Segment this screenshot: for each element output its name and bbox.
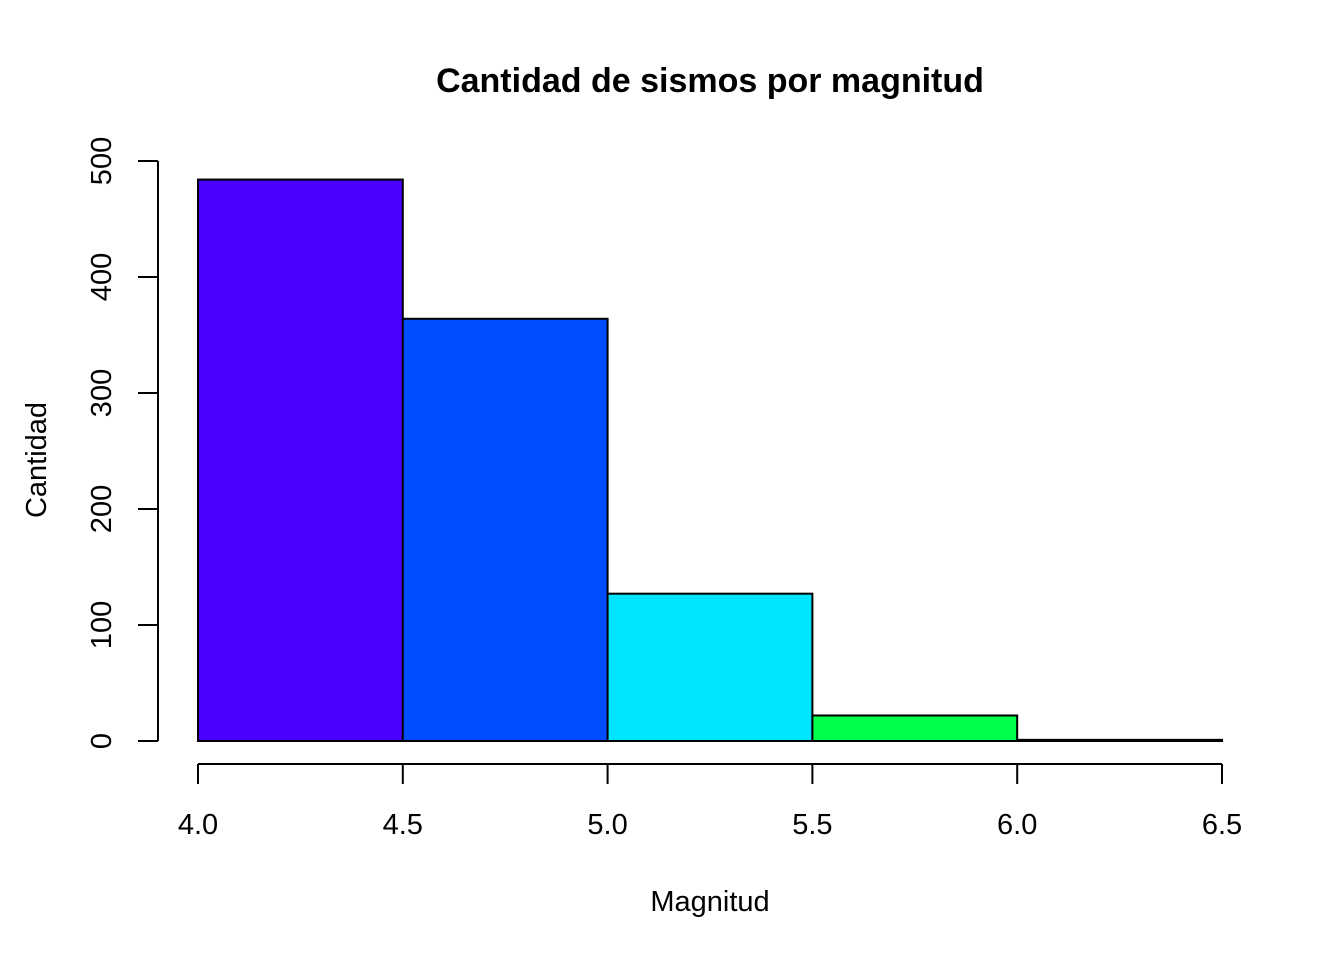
x-tick-label: 6.5: [1202, 809, 1242, 841]
histogram-bar-2: [401, 317, 609, 742]
y-tick-label: 200: [86, 485, 118, 533]
histogram-bar-5: [1016, 738, 1224, 743]
x-tick-label: 4.5: [383, 809, 423, 841]
x-tick-label: 5.0: [587, 809, 627, 841]
x-tick-label: 5.5: [792, 809, 832, 841]
x-axis: 4.0 4.5 5.0 5.5 6.0 6.5: [178, 763, 1242, 841]
bars-group: [197, 178, 1224, 743]
x-axis-label: Magnitud: [650, 886, 769, 918]
y-axis: 0 100 200 300 400 500: [86, 137, 159, 749]
histogram-bar-3: [606, 592, 814, 742]
x-tick-label: 4.0: [178, 809, 218, 841]
y-tick-label: 400: [86, 253, 118, 301]
y-axis-label: Cantidad: [21, 402, 53, 518]
histogram-bar-1: [197, 178, 404, 742]
y-tick-label: 300: [86, 369, 118, 417]
histogram-bar-4: [811, 714, 1019, 742]
y-tick-label: 100: [86, 601, 118, 649]
chart-title: Cantidad de sismos por magnitud: [436, 62, 984, 100]
y-tick-label: 0: [86, 733, 118, 749]
y-tick-label: 500: [86, 137, 118, 185]
x-tick-label: 6.0: [997, 809, 1037, 841]
